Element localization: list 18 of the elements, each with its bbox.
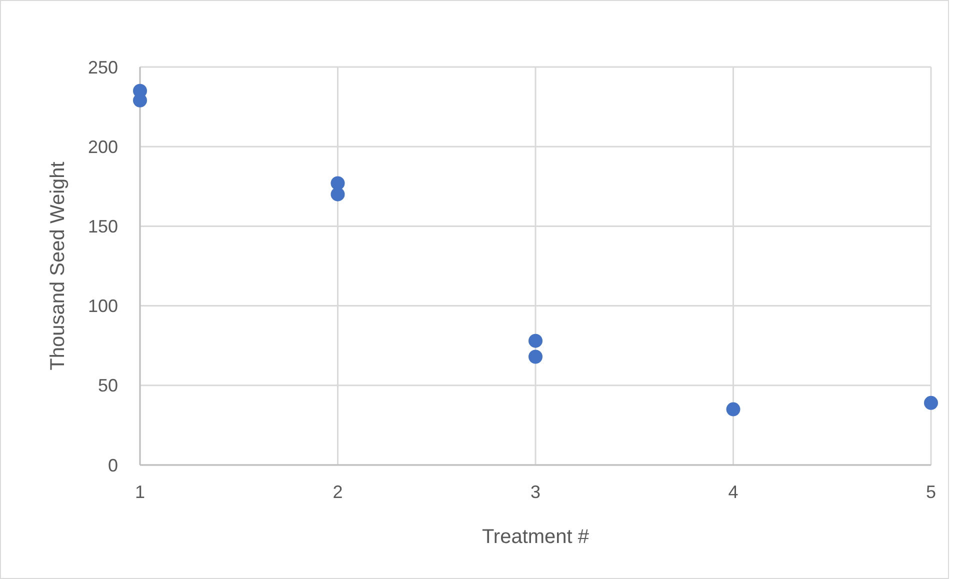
- point: [924, 396, 938, 410]
- x-tick-label: 2: [332, 482, 343, 502]
- x-tick-label: 3: [530, 482, 541, 502]
- point: [528, 350, 542, 364]
- x-tick-label: 4: [728, 482, 738, 502]
- y-tick-label: 50: [98, 376, 118, 396]
- x-tick-label: 5: [926, 482, 936, 502]
- y-tick-label: 200: [88, 136, 118, 157]
- y-tick-label: 150: [88, 216, 118, 236]
- y-tick-label: 0: [108, 455, 118, 476]
- y-tick-label: 250: [88, 57, 118, 78]
- point: [726, 402, 740, 416]
- point: [330, 187, 345, 202]
- point: [528, 334, 542, 348]
- x-tick-label: 1: [134, 482, 146, 502]
- x-axis-title: Treatment #: [482, 526, 590, 548]
- y-tick-label: 100: [88, 296, 118, 316]
- y-axis-title: Thousand Seed Weight: [47, 161, 69, 370]
